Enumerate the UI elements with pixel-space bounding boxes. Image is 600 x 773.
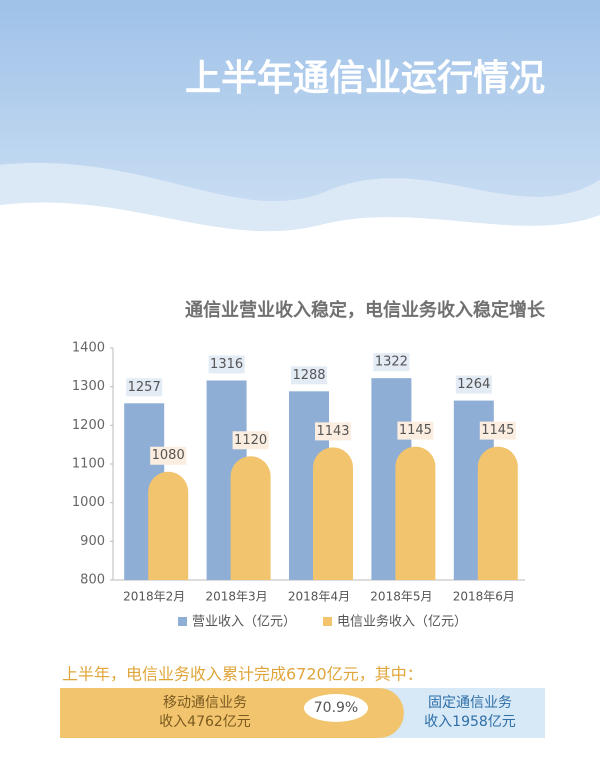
value-label: 1145 <box>399 423 432 438</box>
value-label: 1288 <box>292 368 325 383</box>
value-label: 1322 <box>375 355 408 370</box>
value-label-bg <box>455 375 492 394</box>
mobile-label: 收入4762亿元 <box>159 714 251 730</box>
y-tick-label: 900 <box>80 534 105 549</box>
bar <box>148 471 189 580</box>
value-label: 1143 <box>316 424 349 439</box>
value-label: 1145 <box>481 423 514 438</box>
header-wave-light <box>0 163 600 232</box>
x-tick-label: 2018年2月 <box>123 590 185 604</box>
bar <box>477 446 518 580</box>
chart: 800 900 1000 1100 1200 1300 1400 2018年2月 1257 108… <box>72 341 525 630</box>
value-label-bg <box>373 353 410 372</box>
header-wave <box>0 0 600 202</box>
value-label: 1257 <box>128 380 161 395</box>
legend-swatch <box>178 617 187 626</box>
y-tick-label: 1300 <box>72 379 105 394</box>
legend-label: 营业收入（亿元） <box>192 615 296 630</box>
bar <box>230 456 271 580</box>
y-tick-label: 1200 <box>72 418 105 433</box>
legend-label: 电信业务收入（亿元） <box>337 614 467 630</box>
value-label: 1080 <box>152 448 185 463</box>
y-tick-label: 800 <box>80 573 105 588</box>
value-label-bg <box>291 366 327 385</box>
y-tick-label: 1100 <box>72 457 105 472</box>
summary-text: 上半年，电信业务收入累计完成6720亿元，其中： <box>62 665 423 684</box>
value-label-bg <box>315 422 351 441</box>
value-label-bg <box>150 446 187 465</box>
fixed-label: 固定通信业务 <box>428 695 512 711</box>
x-tick-label: 2018年5月 <box>370 590 432 604</box>
x-tick-label: 2018年3月 <box>206 590 268 604</box>
mobile-share-left <box>60 688 90 738</box>
y-tick-label: 1400 <box>72 341 105 356</box>
share-label: 70.9% <box>314 700 358 716</box>
value-label-bg <box>208 355 245 374</box>
value-label: 1316 <box>210 357 243 372</box>
value-label: 1264 <box>457 377 490 392</box>
bar <box>395 446 436 580</box>
value-label-bg <box>232 431 269 450</box>
x-tick-label: 2018年4月 <box>288 590 350 604</box>
legend-swatch <box>323 617 332 626</box>
share-badge <box>304 694 368 722</box>
value-label-bg <box>397 421 434 440</box>
bar <box>313 447 353 580</box>
fixed-label: 收入1958亿元 <box>424 714 516 730</box>
value-label: 1120 <box>234 433 267 448</box>
chart-title: 通信业营业收入稳定，电信业务收入稳定增长 <box>185 299 546 321</box>
page-title: 上半年通信业运行情况 <box>185 58 545 99</box>
y-tick-label: 1000 <box>72 495 105 510</box>
value-label-bg <box>126 378 163 397</box>
x-tick-label: 2018年6月 <box>453 590 515 604</box>
mobile-label: 移动通信业务 <box>163 695 247 711</box>
value-label-bg <box>479 421 516 440</box>
